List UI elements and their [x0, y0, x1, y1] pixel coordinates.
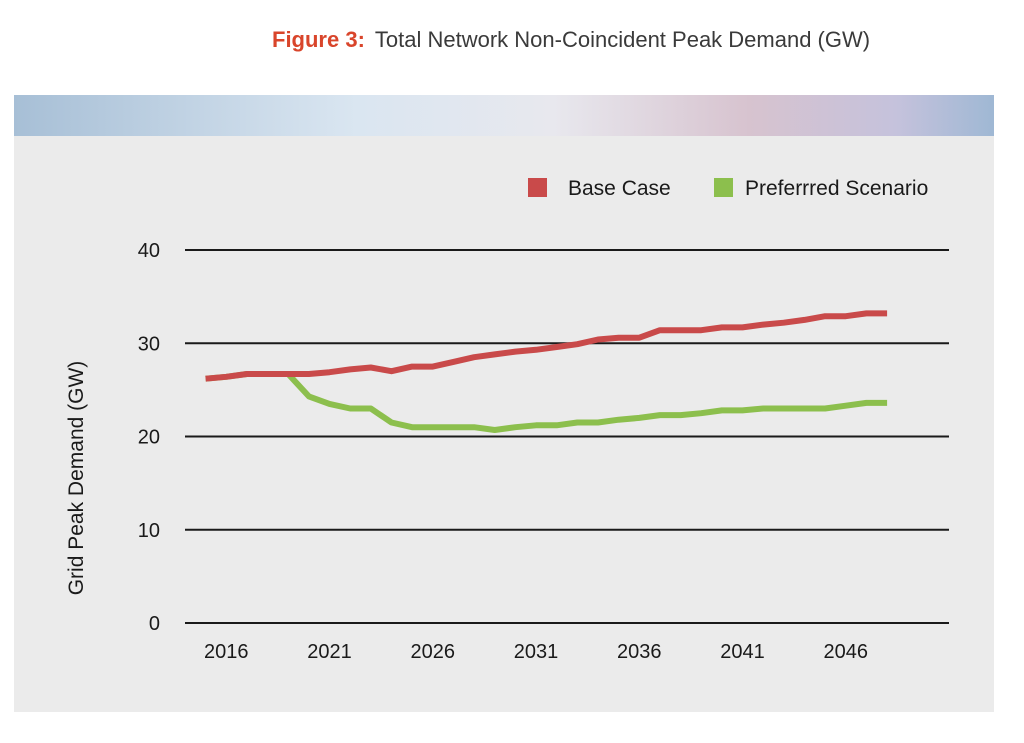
x-tick-label-2031: 2031 — [514, 641, 559, 663]
x-tick-label-2046: 2046 — [824, 641, 869, 663]
x-tick-label-2041: 2041 — [720, 641, 765, 663]
legend-swatch-base-case — [528, 178, 547, 197]
series-line-base-case — [205, 310, 888, 382]
x-tick-label-2016: 2016 — [204, 641, 249, 663]
y-tick-label-30: 30 — [138, 333, 160, 355]
series-lines — [205, 310, 888, 433]
decorative-header-band — [14, 95, 994, 136]
series-line-preferrred-scenario — [205, 371, 888, 433]
figure-number: Figure 3: — [272, 27, 365, 52]
y-axis-ticks: 0 10 20 30 40 — [138, 240, 160, 635]
y-tick-label-20: 20 — [138, 427, 160, 449]
chart-panel: 0 10 20 30 40 2016 2021 2026 2031 2036 2041 2046 B… — [14, 95, 994, 712]
y-tick-label-10: 10 — [138, 520, 160, 542]
y-tick-label-0: 0 — [149, 613, 160, 635]
y-axis-title: Grid Peak Demand (GW) — [65, 361, 88, 596]
x-tick-label-2026: 2026 — [411, 641, 456, 663]
figure-caption: Figure 3: Total Network Non-Coincident Pe… — [272, 27, 870, 53]
legend-label-base-case: Base Case — [568, 177, 671, 200]
x-tick-label-2021: 2021 — [307, 641, 352, 663]
x-tick-label-2036: 2036 — [617, 641, 662, 663]
legend-swatch-preferred-scenario — [714, 178, 733, 197]
gridlines — [185, 249, 949, 624]
figure-title: Total Network Non-Coincident Peak Demand… — [374, 27, 871, 52]
x-axis-ticks: 2016 2021 2026 2031 2036 2041 2046 — [204, 641, 868, 663]
line-chart: 0 10 20 30 40 2016 2021 2026 2031 2036 2041 2046 B… — [14, 95, 994, 663]
legend: Base Case Preferrred Scenario — [528, 177, 928, 200]
y-tick-label-40: 40 — [138, 240, 160, 262]
legend-label-preferred-scenario: Preferrred Scenario — [745, 177, 928, 200]
